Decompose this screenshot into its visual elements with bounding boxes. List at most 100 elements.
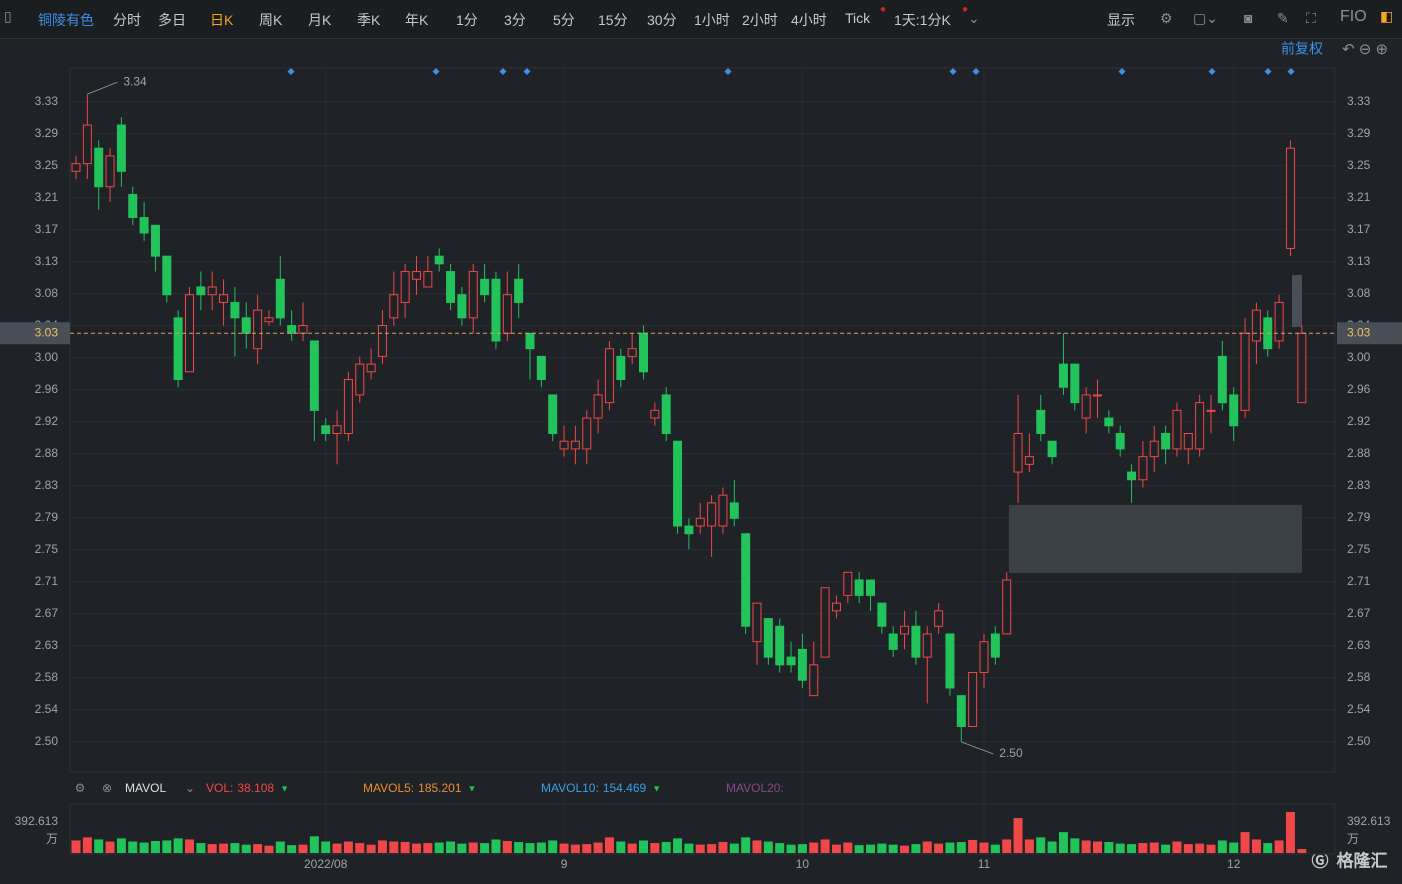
candle-body: [650, 409, 660, 419]
period-tab[interactable]: 多日: [158, 12, 186, 28]
chevron[interactable]: ⌄: [968, 10, 980, 26]
y-tick-label: 3.21: [35, 190, 59, 204]
volume-bar: [1149, 842, 1159, 853]
candle-body: [321, 425, 331, 434]
candle-body: [1251, 309, 1261, 342]
volume-bar: [741, 837, 751, 853]
volume-bar: [1217, 840, 1227, 853]
candle-body: [150, 224, 160, 257]
volume-bar: [1161, 844, 1171, 853]
candle-body: [1115, 432, 1125, 450]
candle-body: [1024, 456, 1034, 465]
period-tab[interactable]: 15分: [598, 12, 628, 28]
volume-bar: [1036, 837, 1046, 853]
period-tab[interactable]: 4小时: [791, 12, 827, 28]
candle-body: [729, 502, 739, 519]
y-tick-label: 3.33: [1347, 94, 1371, 108]
period-tab[interactable]: 3分: [504, 12, 526, 28]
volume-bar: [1058, 832, 1068, 853]
volume-bar: [298, 844, 308, 853]
volume-bar: [1104, 842, 1114, 853]
candle-body: [1297, 332, 1307, 404]
unit-label: 万: [46, 832, 58, 846]
volume-bar: [94, 839, 104, 853]
volume-bar: [116, 838, 126, 853]
candle-body: [1013, 432, 1023, 473]
candle-body: [741, 533, 751, 627]
unit-label: 万: [1347, 832, 1359, 846]
volume-bar: [162, 840, 172, 853]
volume-bar: [627, 843, 637, 853]
candle-body: [400, 271, 410, 303]
undo-icon[interactable]: ↶ ⊖ ⊕: [1342, 41, 1388, 58]
volume-bar: [491, 839, 501, 853]
volume-bar: [1081, 840, 1091, 853]
period-tab[interactable]: 日K: [210, 12, 234, 28]
candle-body: [684, 525, 694, 535]
candle-body: [616, 355, 626, 381]
y-tick-label: 3.21: [1347, 190, 1371, 204]
volume-bar: [502, 840, 512, 853]
volume-bar: [911, 844, 921, 853]
candle-body: [582, 417, 592, 450]
period-tab[interactable]: 年K: [405, 12, 429, 28]
indicator-value: 185.201: [418, 781, 462, 795]
candle-body: [627, 348, 637, 357]
y-tick-label: 2.75: [1347, 542, 1371, 556]
period-tab[interactable]: 季K: [357, 12, 381, 28]
last-price-label: 3.03: [35, 325, 59, 339]
period-tab[interactable]: 月K: [308, 12, 332, 28]
panel-toggle[interactable]: ◧: [1380, 8, 1394, 24]
candle-body: [139, 217, 149, 234]
candle-body: [1081, 394, 1091, 419]
event-marker: [724, 67, 732, 76]
y-tick-label: 2.88: [35, 446, 59, 460]
fullscreen-icon[interactable]: ⛶: [1306, 10, 1316, 26]
panel-icon[interactable]: ▯: [4, 8, 12, 24]
symbol[interactable]: 铜陵有色: [38, 12, 94, 28]
y-tick-label: 392.613: [15, 814, 59, 828]
settings-icon[interactable]: ⚙: [1160, 10, 1173, 26]
candle-body: [196, 286, 206, 296]
indicator-label: VOL:: [206, 781, 233, 795]
candle-body: [900, 625, 910, 635]
volume-bar: [185, 839, 194, 853]
candle-body: [264, 317, 274, 323]
candle-body: [673, 440, 683, 527]
candle-body: [752, 602, 762, 643]
volume-bar: [843, 842, 853, 853]
adjust-mode[interactable]: 前复权: [1281, 41, 1323, 57]
candle-body: [82, 124, 92, 165]
camera-icon[interactable]: ◙: [1244, 10, 1253, 26]
x-tick-label: 10: [796, 857, 810, 871]
period-tab[interactable]: 30分: [647, 12, 677, 28]
volume-bar: [321, 841, 331, 853]
display-menu[interactable]: 显示: [1107, 12, 1135, 28]
volume-bar: [1093, 841, 1102, 853]
draw-icon[interactable]: ✎: [1277, 10, 1289, 26]
period-tab[interactable]: 1小时: [694, 12, 730, 28]
indicator-title[interactable]: MAVOL: [125, 781, 166, 795]
candle-body: [491, 278, 501, 342]
settings-icon[interactable]: ⚙: [75, 781, 86, 795]
period-tab[interactable]: 周K: [259, 12, 283, 28]
candle-body: [968, 672, 978, 728]
mode-select[interactable]: 1天:1分K: [894, 12, 951, 28]
close-icon[interactable]: ⊗: [102, 781, 112, 795]
layout-icon[interactable]: ▢⌄: [1193, 10, 1218, 26]
volume-bar: [332, 843, 342, 853]
volume-bar: [775, 843, 785, 853]
period-tab[interactable]: Tick: [845, 10, 871, 26]
volume-bar: [559, 843, 569, 853]
volume-bar: [150, 840, 160, 853]
fio-button[interactable]: FIO: [1340, 8, 1367, 25]
volume-bar: [207, 844, 217, 853]
period-tab[interactable]: 5分: [553, 12, 575, 28]
volume-bar: [548, 840, 558, 853]
candle-body: [866, 579, 875, 596]
period-tab[interactable]: 1分: [456, 12, 478, 28]
period-tab[interactable]: 分时: [113, 12, 141, 28]
dropdown-arrow: ▼: [652, 783, 661, 793]
period-tab[interactable]: 2小时: [742, 12, 778, 28]
